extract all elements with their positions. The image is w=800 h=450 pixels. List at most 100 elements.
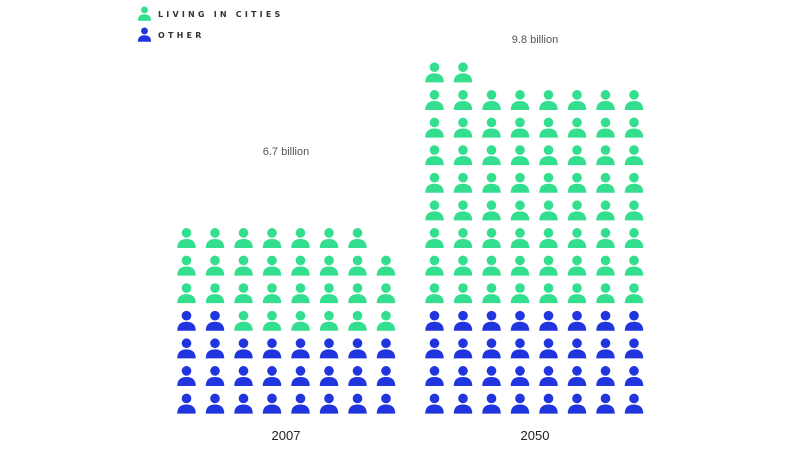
person-icon [137, 27, 152, 42]
person-icon-other [567, 393, 587, 414]
person-icon-cities [177, 228, 196, 248]
person-icon-other [596, 310, 615, 331]
person-icon-other [567, 366, 587, 386]
person-icon-cities [453, 255, 473, 276]
total-label-2050: 9.8 billion [512, 34, 558, 46]
person-icon-cities [539, 117, 558, 138]
person-icon-other [177, 366, 196, 386]
person-icon-cities [425, 90, 444, 110]
person-icon-cities [539, 283, 558, 304]
person-icon-cities [291, 228, 310, 248]
person-icon-cities [624, 200, 644, 221]
person-icon-other [177, 310, 196, 331]
person-icon-other [624, 393, 644, 414]
person-icon-other [624, 310, 644, 331]
person-icon-cities [624, 145, 644, 166]
person-icon-cities [234, 310, 253, 331]
legend: LIVING IN CITIES OTHER [137, 6, 280, 42]
person-icon-cities [262, 255, 282, 276]
person-icon-cities [425, 145, 444, 166]
person-icon-cities [482, 117, 501, 138]
person-icon-cities [319, 310, 339, 331]
person-icon-other [376, 393, 396, 414]
person-icon-cities [510, 172, 530, 193]
legend-item-cities: LIVING IN CITIES [137, 6, 280, 21]
person-icon-other [348, 393, 367, 414]
person-icon [137, 6, 152, 21]
person-icon-other [234, 338, 253, 359]
person-icon-cities [482, 172, 501, 193]
person-icon-cities [539, 90, 558, 110]
person-icon-cities [291, 283, 310, 304]
person-icon-other [205, 338, 225, 359]
person-icon-cities [177, 255, 196, 276]
person-icon-other [510, 393, 530, 414]
person-icon-cities [510, 283, 530, 304]
person-icon-cities [624, 255, 644, 276]
group-2050: 9.8 billion 2050 [425, 34, 644, 443]
person-icon-cities [425, 172, 444, 193]
person-icon-other [205, 366, 225, 386]
person-icon-cities [348, 255, 367, 276]
person-icon-cities [425, 62, 444, 83]
person-icon-cities [425, 283, 444, 304]
person-icon-cities [319, 228, 339, 248]
person-icon-cities [425, 255, 444, 276]
person-icon-other [567, 310, 587, 331]
person-icon-cities [482, 255, 501, 276]
person-icon-cities [510, 90, 530, 110]
person-icon-cities [624, 172, 644, 193]
person-icon-other [376, 366, 396, 386]
person-icon-cities [596, 255, 615, 276]
person-icon-cities [234, 228, 253, 248]
person-icon-cities [539, 145, 558, 166]
person-icon-cities [453, 90, 473, 110]
person-icon-cities [291, 255, 310, 276]
person-icon-cities [482, 228, 501, 248]
person-icon-other [539, 393, 558, 414]
person-icon-cities [539, 172, 558, 193]
person-icon-cities [482, 90, 501, 110]
person-icon-other [234, 393, 253, 414]
person-icon-other [348, 366, 367, 386]
person-icon-other [510, 338, 530, 359]
person-icon-other [291, 338, 310, 359]
person-icon-other [482, 393, 501, 414]
person-icon-cities [567, 117, 587, 138]
group-2007: 6.7 billion 2007 [177, 146, 396, 443]
person-icon-other [262, 338, 282, 359]
person-icon-other [453, 338, 473, 359]
person-icon-cities [510, 255, 530, 276]
person-icon-cities [291, 310, 310, 331]
person-icon-other [425, 393, 444, 414]
person-icon-cities [567, 90, 587, 110]
person-icon-cities [510, 145, 530, 166]
person-icon-cities [596, 172, 615, 193]
person-icon-other [205, 310, 225, 331]
person-icon-other [319, 393, 339, 414]
person-icon-other [510, 310, 530, 331]
person-icon-cities [596, 283, 615, 304]
person-icon-other [596, 338, 615, 359]
person-icon-cities [319, 283, 339, 304]
person-icon-other [262, 393, 282, 414]
person-icon-cities [453, 228, 473, 248]
person-icon-cities [482, 200, 501, 221]
person-icon-cities [453, 62, 473, 83]
person-icon-other [234, 366, 253, 386]
person-icon-cities [539, 228, 558, 248]
person-icon-other [425, 338, 444, 359]
person-icon-cities [205, 283, 225, 304]
person-icon-other [539, 366, 558, 386]
person-icon-cities [262, 228, 282, 248]
person-icon-cities [425, 200, 444, 221]
person-icon-cities [453, 172, 473, 193]
person-icon-cities [596, 228, 615, 248]
person-icon-other [453, 310, 473, 331]
person-icon-cities [205, 228, 225, 248]
person-icon-cities [348, 310, 367, 331]
person-icon-cities [624, 90, 644, 110]
person-icon-other [177, 338, 196, 359]
person-icon-other [596, 393, 615, 414]
